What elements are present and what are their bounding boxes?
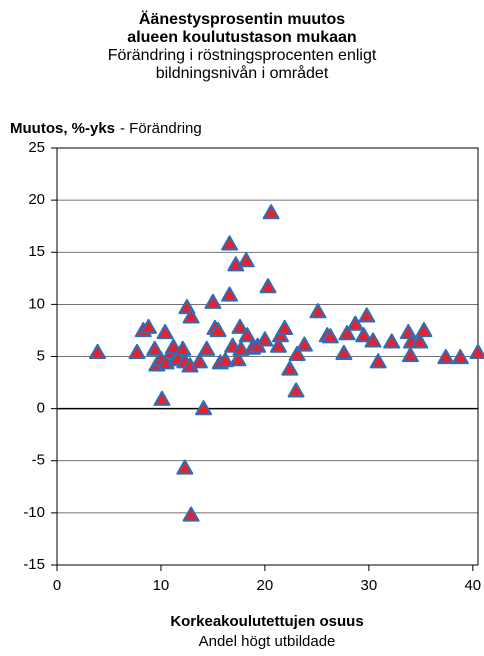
point	[198, 340, 216, 356]
x-tick-label: 30	[361, 577, 378, 594]
y-tick-label: -10	[23, 504, 45, 521]
x-axis-title-translation: Andel högt utbildade	[199, 633, 336, 650]
point	[451, 349, 469, 365]
point	[216, 352, 234, 368]
point	[174, 340, 192, 356]
point	[269, 337, 287, 353]
point	[355, 327, 373, 343]
point	[221, 235, 239, 251]
point	[238, 327, 256, 343]
point	[338, 325, 356, 341]
point	[335, 344, 353, 360]
point	[276, 319, 294, 335]
point	[164, 338, 182, 354]
point	[401, 346, 419, 363]
point	[358, 307, 376, 323]
point	[437, 349, 455, 365]
point	[153, 390, 171, 406]
point	[262, 204, 280, 220]
point	[364, 332, 382, 348]
y-tick-label: 5	[37, 347, 45, 364]
point	[231, 318, 249, 334]
point	[411, 333, 429, 349]
chart-subtitle: Förändring i röstningsprocenten enligt	[108, 47, 377, 64]
point	[237, 252, 255, 268]
y-tick-label: 15	[28, 243, 45, 260]
y-tick-label: -5	[32, 452, 45, 469]
point	[146, 340, 164, 356]
point	[369, 353, 387, 369]
point	[204, 293, 222, 309]
point	[281, 360, 299, 376]
point	[383, 333, 401, 349]
point	[128, 343, 146, 359]
x-tick-label: 40	[464, 577, 481, 594]
point	[182, 506, 200, 522]
point	[469, 343, 484, 359]
x-tick-label: 20	[257, 577, 274, 594]
y-axis-label-translation: - Förändring	[120, 120, 202, 137]
point	[288, 345, 306, 362]
point	[182, 308, 200, 324]
point	[415, 321, 433, 338]
y-axis-title: Muutos, %-yks - Förändring	[10, 120, 202, 137]
x-axis-title: Korkeakoulutettujen osuus	[170, 613, 363, 630]
point	[232, 340, 250, 356]
point	[256, 331, 274, 347]
point	[89, 343, 107, 359]
point	[229, 351, 247, 367]
y-tick-label: 20	[28, 191, 45, 208]
x-tick-label: 10	[153, 577, 170, 594]
point	[295, 336, 313, 352]
chart-subtitle: bildningsnivån i området	[156, 64, 329, 82]
point	[156, 324, 174, 340]
x-tick-label: 0	[53, 577, 61, 594]
y-tick-label: 10	[28, 295, 45, 312]
point	[139, 318, 157, 334]
point	[287, 382, 305, 398]
point	[195, 400, 213, 416]
chart-title: Äänestysprosentin muutos	[139, 10, 345, 28]
point	[309, 303, 327, 319]
chart-title: alueen koulutustason mukaan	[127, 29, 356, 46]
point	[176, 459, 194, 475]
point	[346, 315, 364, 331]
y-tick-label: 25	[28, 139, 45, 156]
y-tick-label: -15	[23, 556, 45, 573]
point	[321, 328, 339, 344]
point	[221, 286, 239, 302]
point	[190, 353, 208, 369]
point	[209, 321, 227, 338]
y-axis-label: Muutos, %-yks	[10, 120, 115, 137]
point	[259, 278, 277, 294]
y-tick-label: 0	[37, 400, 45, 417]
